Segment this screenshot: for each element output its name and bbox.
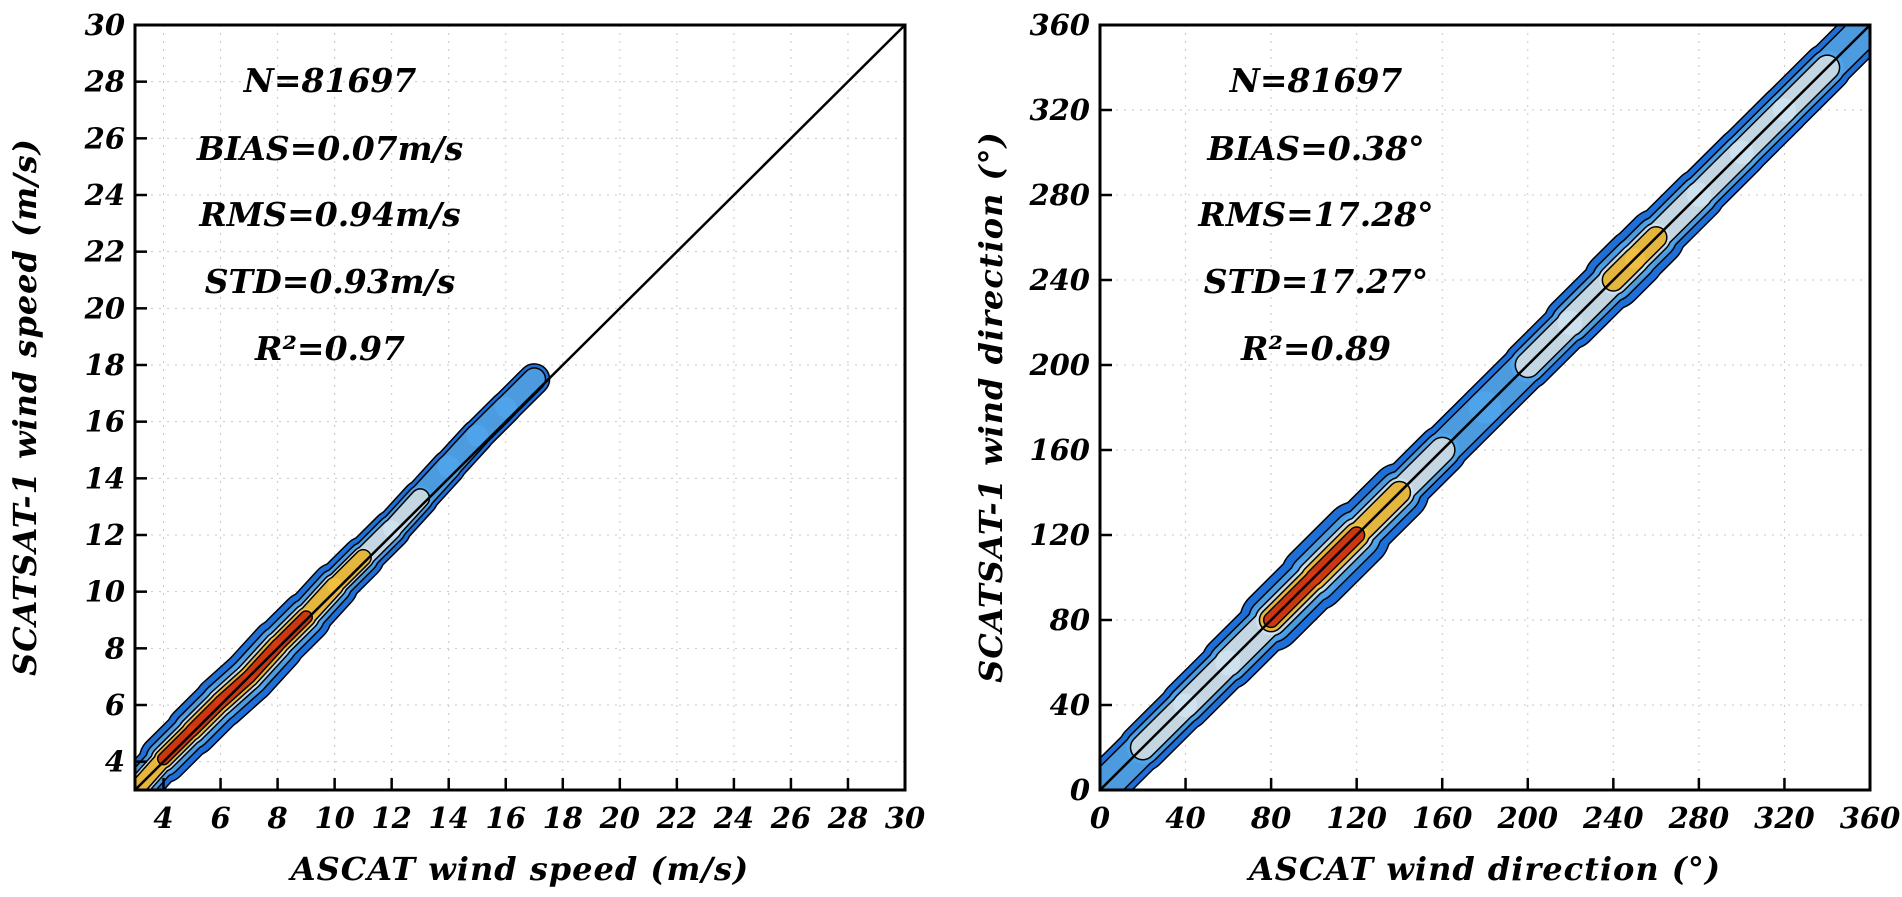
wind-speed-plot-frame bbox=[133, 23, 907, 792]
wind-speed-density-band-3 bbox=[327, 550, 371, 594]
wind-direction-stat-rms: RMS=17.28° bbox=[1197, 195, 1433, 234]
wind-direction-x-tick-label: 320 bbox=[1754, 801, 1815, 835]
wind-speed-x-tick-label: 20 bbox=[599, 801, 640, 835]
wind-direction-x-tick-label: 40 bbox=[1165, 801, 1205, 835]
wind-direction-y-tick-label: 200 bbox=[1028, 348, 1090, 382]
wind-speed-x-tick-label: 24 bbox=[713, 801, 754, 835]
wind-direction-panel: 0 40 80 120 160 200 240 280 320 360 0 40 80 120 160 20… bbox=[972, 8, 1900, 888]
wind-direction-y-ticks: 0 40 80 120 160 200 240 280 320 360 bbox=[1028, 8, 1112, 807]
wind-direction-reference-line bbox=[1100, 25, 1870, 790]
wind-speed-y-tick-label: 14 bbox=[85, 461, 125, 495]
wind-speed-x-tick-label: 12 bbox=[371, 801, 411, 835]
wind-speed-x-tick-label: 6 bbox=[210, 801, 230, 835]
wind-speed-panel: 4 6 8 10 12 14 16 18 20 22 24 26 28 30 4 6 8 10 12 14 16 18 2… bbox=[6, 8, 925, 888]
wind-speed-y-tick-label: 16 bbox=[85, 405, 125, 439]
wind-direction-x-tick-label: 280 bbox=[1668, 801, 1730, 835]
wind-speed-stat-std: STD=0.93m/s bbox=[205, 262, 456, 301]
wind-direction-x-tick-label: 200 bbox=[1497, 801, 1559, 835]
wind-speed-y-tick-label: 10 bbox=[85, 575, 125, 609]
wind-direction-plot-frame bbox=[1098, 23, 1872, 792]
wind-direction-y-tick-label: 80 bbox=[1049, 603, 1090, 637]
wind-speed-density-band-4 bbox=[158, 725, 198, 764]
wind-speed-x-tick-label: 30 bbox=[885, 801, 925, 835]
wind-speed-reference-line bbox=[135, 25, 905, 790]
wind-direction-y-axis-title: SCATSAT-1 wind direction (°) bbox=[972, 131, 1010, 683]
wind-speed-x-tick-label: 14 bbox=[429, 801, 469, 835]
wind-direction-x-tick-label: 0 bbox=[1090, 801, 1110, 835]
wind-direction-x-tick-label: 240 bbox=[1582, 801, 1644, 835]
wind-speed-x-tick-label: 8 bbox=[266, 801, 287, 835]
wind-direction-y-tick-label: 160 bbox=[1029, 433, 1090, 467]
wind-speed-y-axis-title: SCATSAT-1 wind speed (m/s) bbox=[6, 138, 44, 676]
wind-speed-stat-r2: R²=0.97 bbox=[254, 329, 405, 368]
wind-speed-stat-bias: BIAS=0.07m/s bbox=[196, 129, 463, 168]
wind-speed-x-tick-label: 4 bbox=[153, 801, 173, 835]
wind-speed-stat-rms: RMS=0.94m/s bbox=[198, 195, 460, 234]
wind-direction-y-tick-label: 320 bbox=[1029, 93, 1090, 127]
wind-speed-density-band-1 bbox=[495, 368, 545, 418]
wind-direction-stat-r2: R²=0.89 bbox=[1240, 329, 1391, 368]
wind-speed-y-ticks: 4 6 8 10 12 14 16 18 20 22 24 26 28 30 bbox=[84, 8, 147, 779]
wind-speed-stat-n: N=81697 bbox=[243, 61, 417, 100]
wind-direction-x-tick-label: 80 bbox=[1250, 801, 1291, 835]
wind-direction-x-tick-label: 360 bbox=[1840, 801, 1901, 835]
wind-direction-x-tick-label: 160 bbox=[1412, 801, 1473, 835]
wind-speed-y-tick-label: 18 bbox=[85, 348, 125, 382]
wind-direction-one-to-one-line bbox=[1100, 25, 1870, 790]
wind-speed-y-tick-label: 6 bbox=[105, 688, 125, 722]
wind-speed-y-tick-label: 26 bbox=[84, 121, 125, 155]
wind-speed-density-band-2 bbox=[383, 489, 429, 538]
wind-speed-y-tick-label: 12 bbox=[85, 518, 125, 552]
wind-direction-x-axis-title: ASCAT wind direction (°) bbox=[1246, 850, 1721, 888]
wind-speed-x-tick-label: 26 bbox=[770, 801, 811, 835]
wind-direction-x-ticks: 0 40 80 120 160 200 240 280 320 360 bbox=[1090, 778, 1900, 835]
wind-speed-x-tick-label: 10 bbox=[314, 801, 354, 835]
wind-speed-y-tick-label: 20 bbox=[84, 291, 125, 325]
wind-speed-y-tick-label: 24 bbox=[84, 178, 125, 212]
wind-speed-x-tick-label: 22 bbox=[656, 801, 697, 835]
wind-speed-y-tick-label: 22 bbox=[84, 235, 125, 269]
wind-direction-y-tick-label: 120 bbox=[1029, 518, 1090, 552]
wind-direction-stat-std: STD=17.27° bbox=[1204, 262, 1429, 301]
wind-speed-x-tick-label: 18 bbox=[543, 801, 583, 835]
wind-speed-density-band-4 bbox=[186, 696, 226, 736]
wind-direction-y-tick-label: 280 bbox=[1028, 178, 1090, 212]
wind-speed-y-tick-label: 8 bbox=[104, 631, 125, 665]
wind-speed-one-to-one-line bbox=[135, 25, 905, 790]
wind-speed-y-tick-label: 28 bbox=[84, 65, 125, 99]
wind-direction-stat-bias: BIAS=0.38° bbox=[1206, 129, 1424, 168]
wind-speed-x-tick-label: 16 bbox=[486, 801, 526, 835]
wind-direction-y-tick-label: 0 bbox=[1070, 773, 1090, 807]
wind-direction-y-tick-label: 240 bbox=[1028, 263, 1090, 297]
wind-speed-density-band-4 bbox=[272, 611, 312, 651]
wind-speed-density bbox=[135, 363, 551, 790]
wind-direction-x-tick-label: 120 bbox=[1326, 801, 1387, 835]
wind-direction-y-tick-label: 40 bbox=[1050, 688, 1090, 722]
wind-direction-y-tick-label: 360 bbox=[1029, 8, 1090, 42]
wind-direction-stat-n: N=81697 bbox=[1229, 61, 1403, 100]
wind-speed-y-tick-label: 4 bbox=[105, 745, 125, 779]
wind-speed-y-tick-label: 30 bbox=[85, 8, 125, 42]
wind-speed-x-axis-title: ASCAT wind speed (m/s) bbox=[288, 850, 749, 888]
wind-speed-x-ticks: 4 6 8 10 12 14 16 18 20 22 24 26 28 30 bbox=[153, 778, 925, 835]
wind-speed-x-tick-label: 28 bbox=[827, 801, 868, 835]
